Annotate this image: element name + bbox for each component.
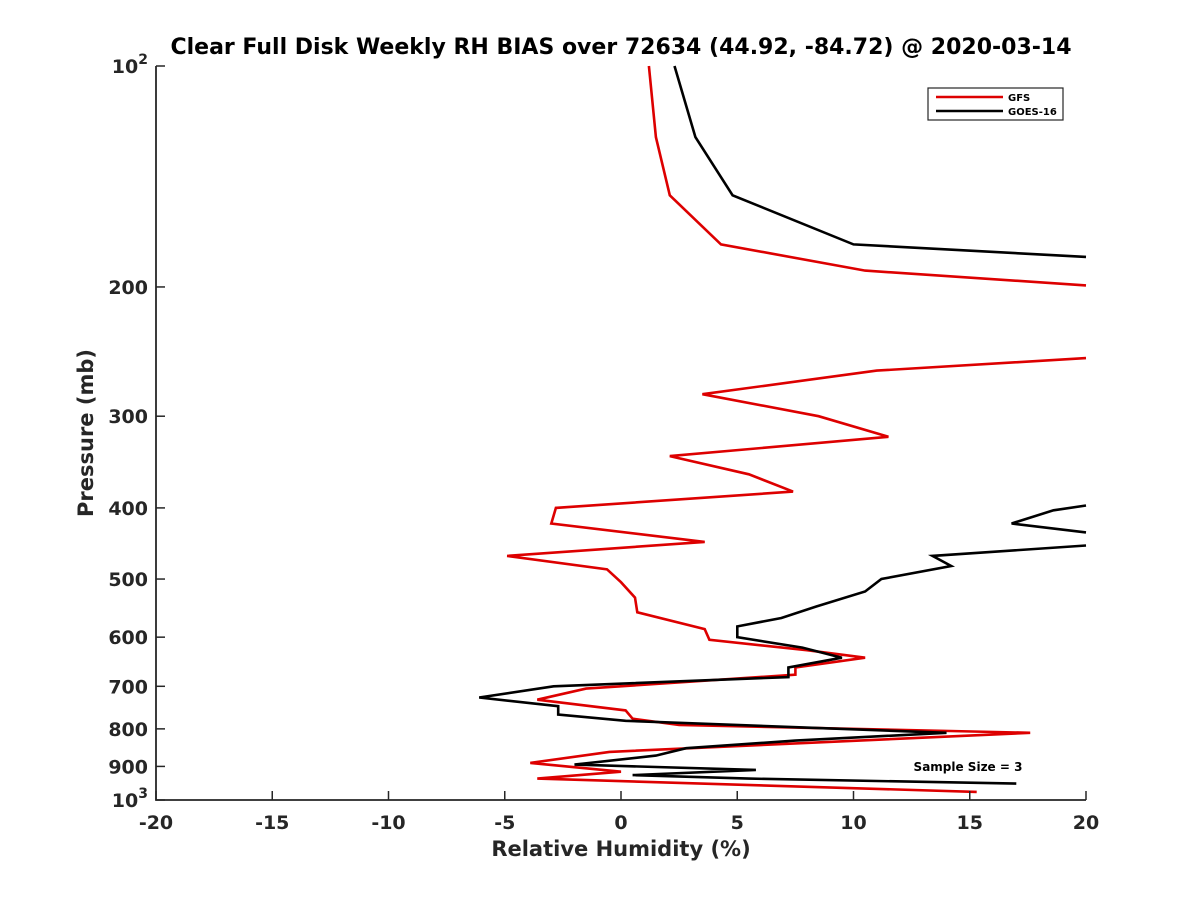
y-tick-label: 400 (108, 498, 148, 520)
x-tick-label: 15 (957, 812, 983, 834)
y-tick-label: 700 (108, 676, 148, 698)
x-tick-label: -20 (139, 812, 173, 834)
x-tick-label: 20 (1073, 812, 1099, 834)
axes-frame (155, 66, 1086, 801)
x-tick-label: 0 (614, 812, 627, 834)
y-tick-label: 300 (108, 406, 148, 428)
chart-title: Clear Full Disk Weekly RH BIAS over 7263… (170, 35, 1071, 60)
y-tick-label: 900 (108, 756, 148, 778)
sample-size-annotation: Sample Size = 3 (914, 760, 1023, 774)
y-tick-label: 600 (108, 627, 148, 649)
y-tick-label: 800 (108, 719, 148, 741)
x-tick-label: -10 (371, 812, 405, 834)
y-tick-label: 200 (108, 277, 148, 299)
legend-label-gfs: GFS (1008, 93, 1030, 104)
x-tick-label: 10 (840, 812, 866, 834)
series-layer (479, 65, 1087, 794)
y-tick-label: 103 (112, 786, 148, 812)
x-tick-label: -5 (494, 812, 515, 834)
legend-label-goes-16: GOES-16 (1008, 107, 1057, 118)
y-tick-label: 500 (108, 569, 148, 591)
series-line-goes-16 (479, 65, 1087, 785)
x-tick-label: -15 (255, 812, 289, 834)
legend: GFS GOES-16 (927, 87, 1064, 121)
y-axis: 102 200 300 400 500 600 700 800 900 103 (108, 52, 165, 812)
x-axis-label: Relative Humidity (%) (491, 837, 750, 861)
y-tick-label: 102 (112, 52, 148, 78)
series-line-gfs (506, 65, 1087, 794)
x-axis: -20 -15 -10 -5 0 5 10 15 20 (139, 791, 1099, 834)
legend-box (927, 87, 1064, 121)
y-axis-label: Pressure (mb) (74, 349, 98, 517)
plot-area: -20 -15 -10 -5 0 5 10 15 20 102 200 300 400 500 600 70… (108, 52, 1099, 834)
x-tick-label: 5 (731, 812, 744, 834)
